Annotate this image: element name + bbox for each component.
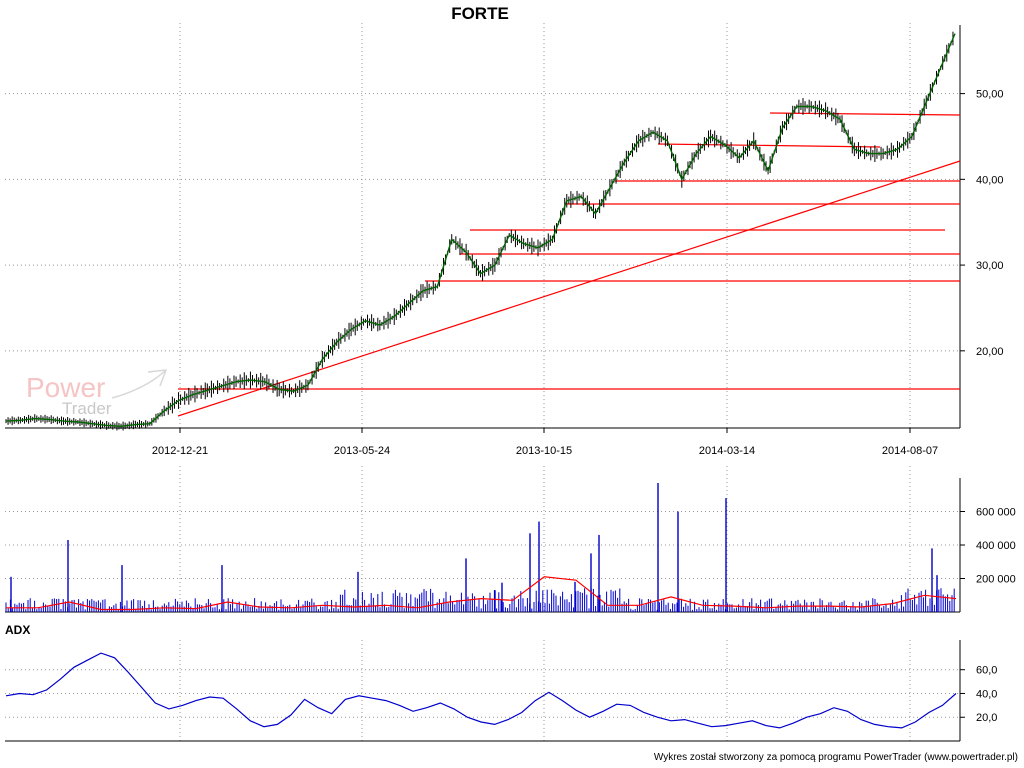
x-tick-label: 2013-05-24 xyxy=(334,445,390,457)
y-tick-label: 30,00 xyxy=(976,260,1004,272)
volume-average-line xyxy=(6,576,957,611)
volume-panel: 200 000 400 000 600 000 xyxy=(5,466,1016,613)
x-tick-label: 2012-12-21 xyxy=(152,445,208,457)
x-tick-label: 2014-03-14 xyxy=(699,445,755,457)
footer-credit: Wykres został stworzony za pomocą progra… xyxy=(654,752,1018,763)
x-tick-label: 2014-08-07 xyxy=(882,445,938,457)
volume-y-tick-label: 600 000 xyxy=(976,507,1016,519)
volume-y-tick-label: 400 000 xyxy=(976,540,1016,552)
price-panel: 2012-12-21 2013-05-24 2013-10-15 2014-03-14… xyxy=(5,23,1004,457)
trendline xyxy=(177,160,961,417)
trendline xyxy=(657,143,881,148)
chart-title: FORTE xyxy=(451,4,509,23)
adx-label: ADX xyxy=(5,623,30,637)
y-tick-label: 20,00 xyxy=(976,346,1004,358)
watermark: Power Trader xyxy=(26,369,168,418)
watermark-text-trader: Trader xyxy=(62,399,112,418)
y-tick-label: 50,00 xyxy=(976,89,1004,101)
watermark-text-power: Power xyxy=(26,372,105,403)
x-tick-label: 2013-10-15 xyxy=(516,445,572,457)
price-line xyxy=(5,33,956,428)
adx-panel: ADX 20,0 40,0 60,0 xyxy=(5,623,997,742)
adx-y-tick-label: 20,0 xyxy=(976,712,997,724)
volume-bars xyxy=(5,483,955,612)
adx-y-tick-label: 60,0 xyxy=(976,665,997,677)
adx-y-tick-label: 40,0 xyxy=(976,688,997,700)
volume-y-tick-label: 200 000 xyxy=(976,574,1016,586)
price-bars xyxy=(5,31,954,431)
adx-line xyxy=(5,652,957,729)
watermark-swoosh-icon xyxy=(111,369,168,399)
y-tick-label: 40,00 xyxy=(976,174,1004,186)
trendline xyxy=(769,112,961,116)
